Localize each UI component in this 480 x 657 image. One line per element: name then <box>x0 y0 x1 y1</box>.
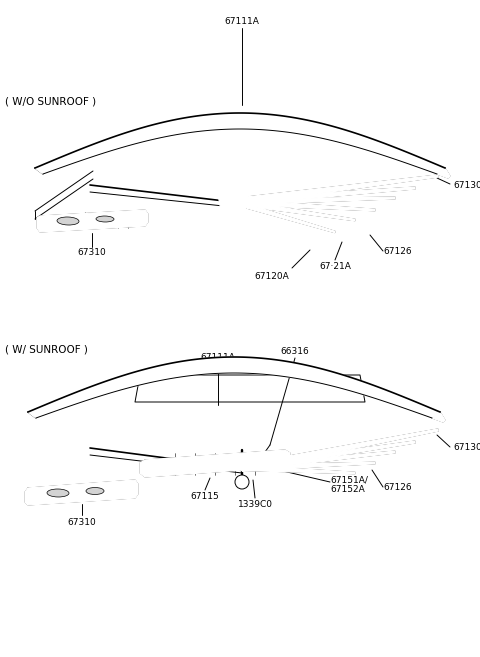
Polygon shape <box>25 480 138 505</box>
Polygon shape <box>241 429 438 472</box>
Text: 1339C0: 1339C0 <box>238 500 273 509</box>
Polygon shape <box>242 451 395 471</box>
Text: 67115: 67115 <box>191 492 219 501</box>
Text: 67152A: 67152A <box>330 486 365 495</box>
Text: 67151A/: 67151A/ <box>330 476 368 484</box>
Text: 67310: 67310 <box>78 248 107 257</box>
Polygon shape <box>233 199 375 211</box>
Polygon shape <box>242 462 375 471</box>
Polygon shape <box>232 200 335 233</box>
Text: 67130: 67130 <box>453 443 480 453</box>
Text: 67·21A: 67·21A <box>319 262 351 271</box>
Polygon shape <box>218 194 248 210</box>
Polygon shape <box>37 210 148 232</box>
Polygon shape <box>233 187 415 205</box>
Text: 67310: 67310 <box>68 518 96 527</box>
Polygon shape <box>233 197 395 205</box>
Ellipse shape <box>57 217 79 225</box>
Text: 67130: 67130 <box>453 181 480 189</box>
Text: 67126: 67126 <box>383 484 412 493</box>
Text: 67120A: 67120A <box>254 272 289 281</box>
Polygon shape <box>35 113 445 174</box>
Text: 67111A: 67111A <box>201 353 235 363</box>
Ellipse shape <box>47 489 69 497</box>
Text: 67111A: 67111A <box>225 18 259 26</box>
Polygon shape <box>432 412 445 422</box>
Text: 67126: 67126 <box>383 248 412 256</box>
Ellipse shape <box>96 216 114 222</box>
Text: 66316: 66316 <box>281 348 310 357</box>
Polygon shape <box>241 441 415 471</box>
Polygon shape <box>140 450 290 477</box>
Polygon shape <box>233 200 355 221</box>
Ellipse shape <box>86 487 104 495</box>
Polygon shape <box>242 466 355 474</box>
Circle shape <box>235 475 249 489</box>
Text: ( W/O SUNROOF ): ( W/O SUNROOF ) <box>5 97 96 107</box>
Polygon shape <box>437 168 450 178</box>
Text: ( W/ SUNROOF ): ( W/ SUNROOF ) <box>5 345 88 355</box>
Polygon shape <box>28 357 440 418</box>
Polygon shape <box>232 175 438 206</box>
